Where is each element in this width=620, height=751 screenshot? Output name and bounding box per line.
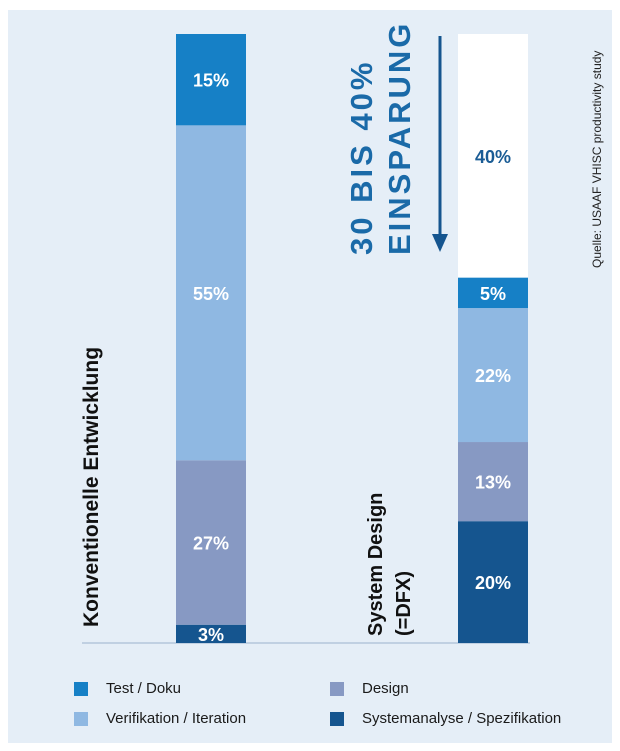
- data-label: 40%: [475, 147, 511, 167]
- data-label: 27%: [193, 534, 229, 554]
- data-label: 20%: [475, 573, 511, 593]
- legend-item-design: Design: [330, 680, 409, 697]
- source-note: Quelle: USAAF VHISC productivity study: [590, 50, 604, 268]
- legend-item-test-doku: Test / Doku: [74, 680, 181, 697]
- right-bar-label-line1: System Design: [365, 492, 387, 636]
- legend-label: Verifikation / Iteration: [106, 710, 247, 727]
- legend-label: Design: [362, 680, 409, 697]
- bar-segment: [176, 125, 246, 461]
- legend: Test / Doku Design Verifikation / Iterat…: [74, 680, 614, 740]
- legend-swatch: [330, 681, 344, 696]
- legend-item-systemanalyse-spezifikation: Systemanalyse / Spezifikation: [330, 710, 561, 727]
- bar-segment: [176, 624, 246, 643]
- bar-segment: [176, 34, 246, 126]
- data-label: 22%: [475, 366, 511, 386]
- savings-annotation: 30 BIS 40% EINSPARUNG: [343, 21, 419, 255]
- data-label: 13%: [475, 473, 511, 493]
- right-bar-label-line2: (=DFX): [393, 571, 415, 636]
- left-bar-label: Konventionelle Entwicklung: [80, 346, 103, 627]
- bar-segment: [458, 308, 528, 443]
- legend-swatch: [74, 711, 88, 726]
- data-label: 55%: [193, 284, 229, 304]
- bar-segment: [458, 34, 528, 278]
- legend-item-verifikation-iteration: Verifikation / Iteration: [74, 710, 246, 727]
- bar-segment: [176, 460, 246, 625]
- data-label: 15%: [193, 71, 229, 91]
- savings-annotation-line2: EINSPARUNG: [382, 20, 417, 255]
- legend-label: Test / Doku: [106, 680, 182, 697]
- data-label: 5%: [480, 284, 506, 304]
- bar-segment: [458, 521, 528, 643]
- savings-arrow-head: [432, 234, 448, 252]
- bar-segment: [458, 442, 528, 522]
- legend-label: Systemanalyse / Spezifikation: [362, 710, 562, 727]
- right-bar-label: System Design (=DFX): [362, 493, 418, 636]
- legend-swatch: [74, 681, 88, 696]
- legend-swatch: [330, 711, 344, 726]
- data-label: 3%: [198, 625, 224, 645]
- savings-annotation-line1: 30 BIS 40%: [344, 59, 379, 255]
- bar-segment: [458, 277, 528, 309]
